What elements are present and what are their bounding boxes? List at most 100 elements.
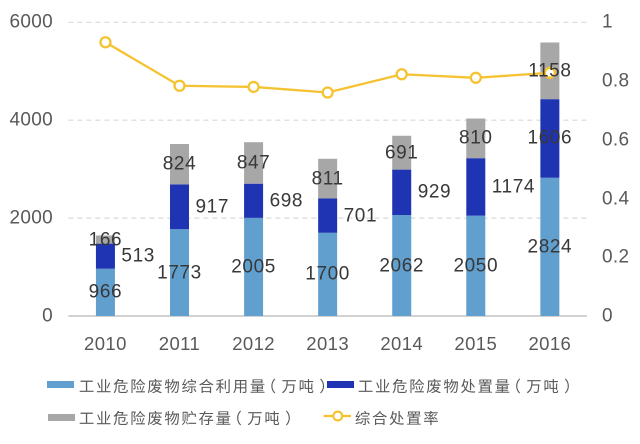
right-tick-0.2: 0.2	[602, 246, 630, 268]
cjk-glyph-物	[443, 378, 458, 394]
value-label-storage-2010: 166	[88, 229, 123, 251]
legend-ring-icon	[331, 410, 343, 422]
value-label-utilization-2015: 2050	[453, 255, 499, 277]
cjk-glyph-量	[216, 411, 231, 425]
value-label-utilization-2016: 2824	[527, 236, 573, 258]
cjk-glyph-工	[358, 380, 373, 392]
cjk-glyph-废	[147, 410, 162, 426]
cjk-glyph-险	[131, 410, 146, 426]
value-label-utilization-2010: 966	[88, 281, 123, 303]
legend-swatch-disposal	[327, 381, 354, 388]
cjk-glyph-万	[526, 380, 541, 394]
right-tick-1: 1	[602, 11, 613, 33]
legend-line-marker	[323, 410, 351, 422]
bar-segment-utilization-2010	[95, 268, 115, 316]
cjk-glyph-物	[164, 378, 179, 394]
bar-segment-storage-2010	[95, 235, 115, 244]
cjk-text-svg	[358, 378, 569, 394]
bar-segment-storage-2014	[392, 135, 412, 170]
value-label-utilization-2014: 2062	[379, 255, 425, 277]
cjk-glyph-用	[232, 380, 247, 394]
cjk-glyph-量	[250, 379, 265, 393]
bar-segment-utilization-2011	[170, 229, 190, 316]
value-label-storage-2012: 847	[236, 152, 271, 174]
cjk-glyph-险	[410, 378, 425, 394]
legend-label-utilization	[78, 377, 329, 394]
cjk-glyph-率	[424, 410, 438, 426]
cjk-glyph-）	[285, 410, 290, 426]
cjk-text-svg	[79, 378, 324, 394]
cjk-glyph-危	[113, 410, 128, 426]
bar-segment-storage-2012	[244, 142, 264, 184]
cjk-glyph-万	[281, 380, 296, 394]
rate-marker-2012	[247, 80, 260, 94]
cjk-glyph-废	[147, 378, 162, 394]
cjk-glyph-（	[237, 410, 242, 426]
right-tick-0: 0	[602, 305, 613, 327]
value-label-disposal-2014: 929	[417, 181, 452, 203]
value-label-utilization-2012: 2005	[231, 256, 276, 278]
cjk-glyph-）	[319, 378, 324, 394]
value-label-storage-2013: 811	[311, 168, 344, 190]
cjk-glyph-置	[478, 379, 493, 393]
bar-segment-utilization-2016	[540, 177, 560, 316]
value-label-disposal-2013: 701	[343, 205, 378, 227]
value-label-disposal-2010: 513	[121, 245, 155, 267]
legend-swatch-utilization	[47, 381, 74, 388]
cjk-glyph-合	[372, 410, 387, 426]
cjk-glyph-综	[181, 378, 197, 394]
cjk-glyph-吨	[544, 378, 559, 394]
cjk-glyph-置	[407, 411, 421, 425]
bar-segment-utilization-2014	[392, 215, 412, 316]
bar-segment-utilization-2012	[244, 217, 264, 316]
rate-marker-2011	[173, 79, 186, 92]
cjk-glyph-险	[131, 378, 145, 394]
category-label-2014: 2014	[380, 332, 424, 354]
bar-segment-disposal-2012	[244, 183, 264, 218]
cjk-glyph-贮	[181, 410, 197, 426]
left-tick-6000: 6000	[9, 11, 53, 33]
cjk-glyph-（	[516, 378, 521, 394]
cjk-glyph-业	[375, 379, 390, 393]
value-label-utilization-2013: 1700	[305, 263, 350, 285]
rate-marker-2014	[395, 68, 408, 81]
value-label-disposal-2011: 917	[195, 196, 230, 218]
cjk-glyph-业	[96, 379, 111, 393]
category-label-2015: 2015	[454, 332, 498, 354]
cjk-glyph-工	[79, 380, 94, 392]
value-label-storage-2014: 691	[384, 142, 419, 164]
left-tick-2000: 2000	[9, 207, 53, 229]
cjk-glyph-危	[392, 378, 407, 394]
value-label-storage-2016: 1158	[528, 60, 572, 82]
right-tick-0.6: 0.6	[602, 129, 630, 151]
bar-segment-storage-2011	[170, 143, 190, 185]
rate-marker-2015	[469, 71, 482, 84]
cjk-text-svg	[79, 410, 290, 426]
bar-segment-utilization-2015	[466, 215, 486, 316]
rate-line	[104, 41, 550, 94]
cjk-glyph-合	[198, 378, 214, 394]
category-label-2012: 2012	[232, 332, 275, 354]
cjk-glyph-业	[96, 411, 111, 425]
right-tick-0.8: 0.8	[602, 70, 630, 92]
value-label-disposal-2015: 1174	[491, 176, 536, 198]
category-label-2013: 2013	[306, 332, 350, 354]
cjk-glyph-综	[355, 410, 370, 426]
cjk-glyph-存	[198, 410, 214, 426]
bar-segment-disposal-2013	[318, 198, 338, 233]
cjk-glyph-吨	[299, 378, 314, 394]
bar-segment-utilization-2013	[318, 232, 338, 316]
left-tick-4000: 4000	[9, 109, 53, 131]
rate-marker-2016	[543, 66, 557, 79]
cjk-text-svg	[355, 410, 438, 426]
cjk-glyph-量	[495, 379, 510, 393]
legend-swatch-storage	[47, 414, 75, 421]
cjk-glyph-危	[113, 378, 128, 394]
cjk-glyph-处	[389, 410, 404, 426]
cjk-glyph-吨	[265, 410, 280, 426]
category-label-2016: 2016	[528, 332, 572, 354]
category-label-2010: 2010	[84, 332, 127, 354]
cjk-glyph-物	[164, 410, 179, 426]
cjk-glyph-万	[247, 412, 262, 426]
